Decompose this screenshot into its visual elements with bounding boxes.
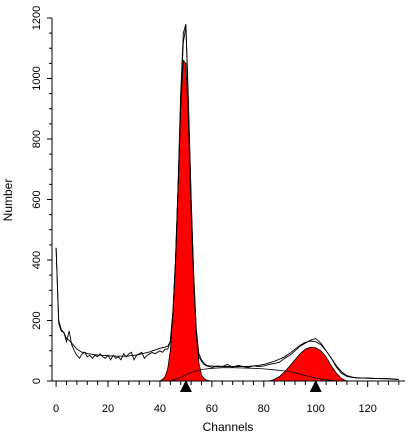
peak-marker-triangle: [179, 380, 192, 392]
axes: [51, 18, 405, 382]
histogram-lines: [55, 23, 399, 382]
x-tick-label: 40: [154, 403, 166, 415]
y-tick-label: 400: [31, 251, 43, 269]
g2-peak-area: [268, 346, 348, 382]
y-tick-label: 1000: [31, 66, 43, 90]
x-axis-label: Channels: [203, 420, 254, 434]
fitted-peak-areas: [158, 59, 348, 382]
g1-peak-area: [158, 59, 212, 382]
y-tick-label: 200: [31, 311, 43, 329]
fit-line: [55, 27, 399, 380]
y-axis-label: Number: [1, 179, 15, 222]
y-tick-label: 1200: [31, 6, 43, 30]
peak-markers: [179, 380, 322, 392]
y-tick-label: 600: [31, 190, 43, 208]
x-tick-label: 60: [206, 403, 218, 415]
y-tick-label: 0: [31, 378, 43, 384]
x-tick-label: 20: [102, 403, 114, 415]
x-ticks: 0 20 40 60 80 100 120: [53, 381, 400, 415]
s-phase-line: [170, 367, 337, 382]
y-tick-label: 800: [31, 130, 43, 148]
x-tick-label: 100: [307, 403, 325, 415]
x-tick-label: 80: [258, 403, 270, 415]
y-ticks: 0 200 400 600 800 1000 1200: [31, 6, 52, 384]
histogram-line: [55, 23, 399, 380]
x-tick-label: 0: [53, 403, 59, 415]
x-tick-label: 120: [358, 403, 376, 415]
peak-marker-triangle: [309, 380, 322, 392]
